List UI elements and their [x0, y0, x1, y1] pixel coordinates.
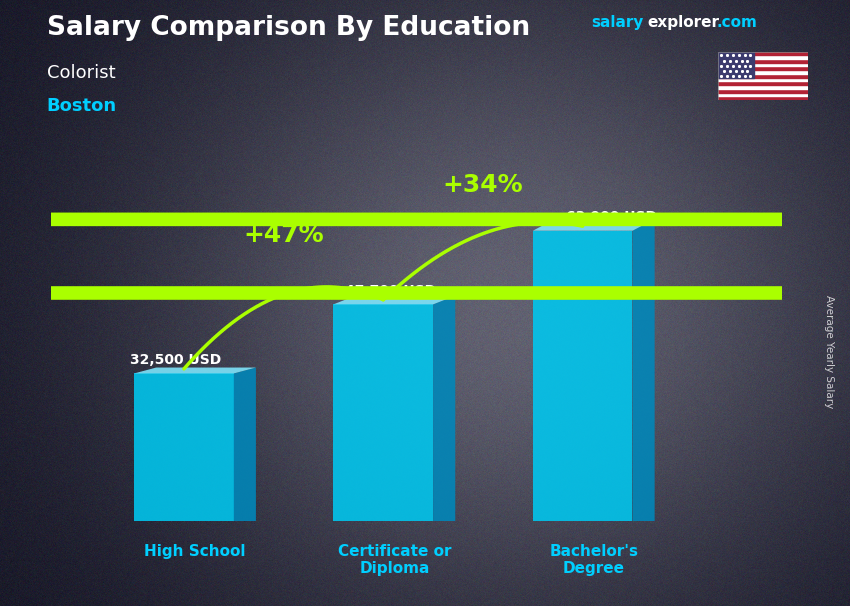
- Polygon shape: [533, 231, 632, 521]
- Polygon shape: [0, 286, 850, 300]
- Bar: [718, 96, 808, 100]
- Text: High School: High School: [144, 544, 246, 559]
- Bar: [718, 93, 808, 96]
- Text: .com: .com: [717, 15, 757, 30]
- Polygon shape: [533, 219, 654, 231]
- Polygon shape: [434, 296, 456, 521]
- Text: +47%: +47%: [243, 224, 324, 247]
- Polygon shape: [333, 304, 434, 521]
- Bar: [718, 78, 808, 81]
- Polygon shape: [134, 367, 256, 373]
- Polygon shape: [632, 219, 654, 521]
- Bar: [718, 74, 808, 78]
- Polygon shape: [333, 296, 456, 304]
- Bar: [718, 52, 754, 78]
- Text: 47,700 USD: 47,700 USD: [344, 284, 436, 298]
- Text: salary: salary: [591, 15, 643, 30]
- Bar: [718, 55, 808, 59]
- Bar: [718, 89, 808, 93]
- Bar: [718, 81, 808, 85]
- Text: explorer: explorer: [648, 15, 720, 30]
- Text: 63,900 USD: 63,900 USD: [566, 210, 657, 224]
- Text: Colorist: Colorist: [47, 64, 116, 82]
- Bar: [718, 59, 808, 62]
- Text: Boston: Boston: [47, 97, 116, 115]
- Bar: [718, 52, 808, 55]
- Bar: [718, 70, 808, 74]
- Bar: [718, 85, 808, 89]
- Text: Bachelor's
Degree: Bachelor's Degree: [549, 544, 638, 576]
- Bar: [718, 62, 808, 67]
- Text: 32,500 USD: 32,500 USD: [130, 353, 221, 367]
- Text: Certificate or
Diploma: Certificate or Diploma: [337, 544, 451, 576]
- Text: Salary Comparison By Education: Salary Comparison By Education: [47, 15, 530, 41]
- Polygon shape: [234, 367, 256, 521]
- Bar: [718, 67, 808, 70]
- Text: Average Yearly Salary: Average Yearly Salary: [824, 295, 834, 408]
- Text: +34%: +34%: [443, 173, 524, 198]
- Polygon shape: [0, 213, 850, 226]
- Polygon shape: [134, 373, 234, 521]
